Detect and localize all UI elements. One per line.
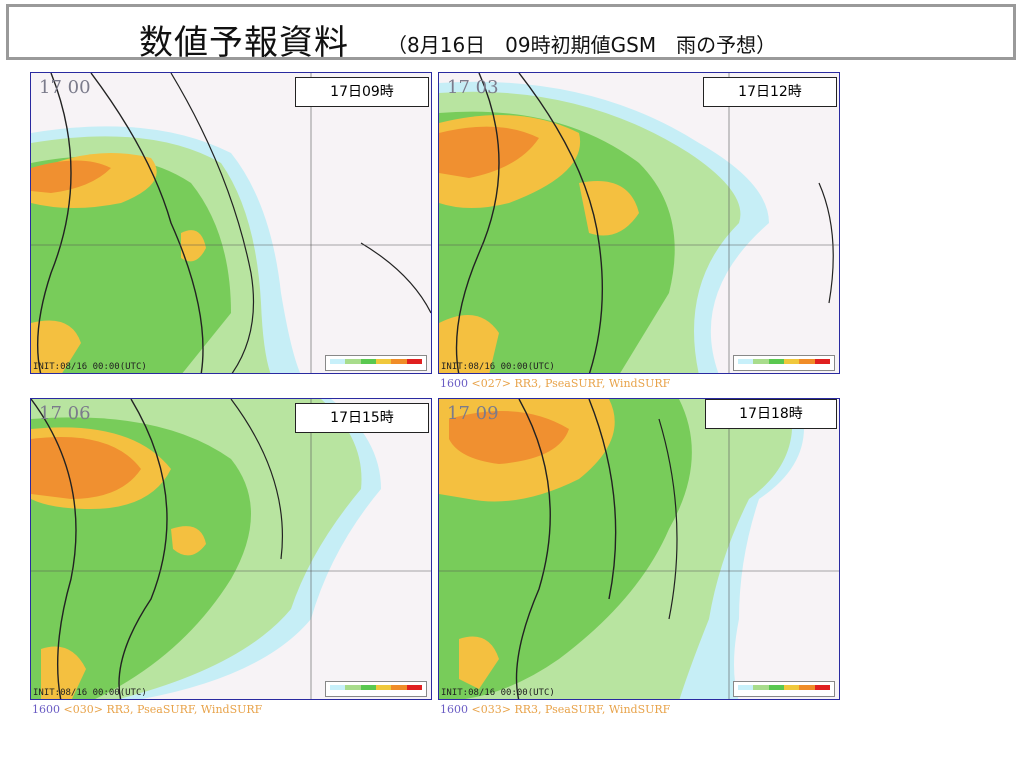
time-label: 17日09時 xyxy=(295,77,429,107)
precip-legend xyxy=(733,355,835,371)
footer-code: <033> xyxy=(471,703,511,716)
footer-fields: RR3, PseaSURF, WindSURF xyxy=(106,703,263,716)
precip-map-1 xyxy=(31,73,431,373)
page-title: 数値予報資料 xyxy=(139,23,349,63)
precip-legend xyxy=(325,681,427,697)
precip-map-4 xyxy=(439,399,839,699)
footer-number: 1600 xyxy=(440,377,468,390)
init-time: INIT:08/16 00:00(UTC) xyxy=(441,362,555,372)
time-label: 17日18時 xyxy=(705,399,837,429)
precip-map-2 xyxy=(439,73,839,373)
panel-footer: 1600 <033> RR3, PseaSURF, WindSURF xyxy=(440,703,670,716)
panel-footer: 1600 <027> RR3, PseaSURF, WindSURF xyxy=(440,377,670,390)
map-panel-2: 17 03 17日12時 INIT:08/16 00:00(UTC) xyxy=(438,72,840,374)
footer-fields: RR3, PseaSURF, WindSURF xyxy=(514,377,671,390)
precip-map-3 xyxy=(31,399,431,699)
time-code: 17 03 xyxy=(447,77,499,98)
map-panel-3: 17 06 17日15時 INIT:08/16 00:00(UTC) xyxy=(30,398,432,700)
footer-number: 1600 xyxy=(32,703,60,716)
map-panel-4: 17 09 17日18時 INIT:08/16 00:00(UTC) xyxy=(438,398,840,700)
init-time: INIT:08/16 00:00(UTC) xyxy=(33,688,147,698)
precip-legend xyxy=(325,355,427,371)
map-panel-1: 17 00 17日09時 INIT:08/16 00:00(UTC) xyxy=(30,72,432,374)
time-code: 17 00 xyxy=(39,77,91,98)
footer-code: <030> xyxy=(63,703,103,716)
panel-footer: 1600 <030> RR3, PseaSURF, WindSURF xyxy=(32,703,262,716)
time-label: 17日15時 xyxy=(295,403,429,433)
time-code: 17 06 xyxy=(39,403,91,424)
init-time: INIT:08/16 00:00(UTC) xyxy=(33,362,147,372)
footer-fields: RR3, PseaSURF, WindSURF xyxy=(514,703,671,716)
time-label: 17日12時 xyxy=(703,77,837,107)
footer-code: <027> xyxy=(471,377,511,390)
time-code: 17 09 xyxy=(447,403,499,424)
init-time: INIT:08/16 00:00(UTC) xyxy=(441,688,555,698)
title-banner: 数値予報資料 （8月16日 09時初期値GSM 雨の予想） xyxy=(6,4,1016,63)
page-subtitle: （8月16日 09時初期値GSM 雨の予想） xyxy=(387,33,777,57)
precip-legend xyxy=(733,681,835,697)
footer-number: 1600 xyxy=(440,703,468,716)
